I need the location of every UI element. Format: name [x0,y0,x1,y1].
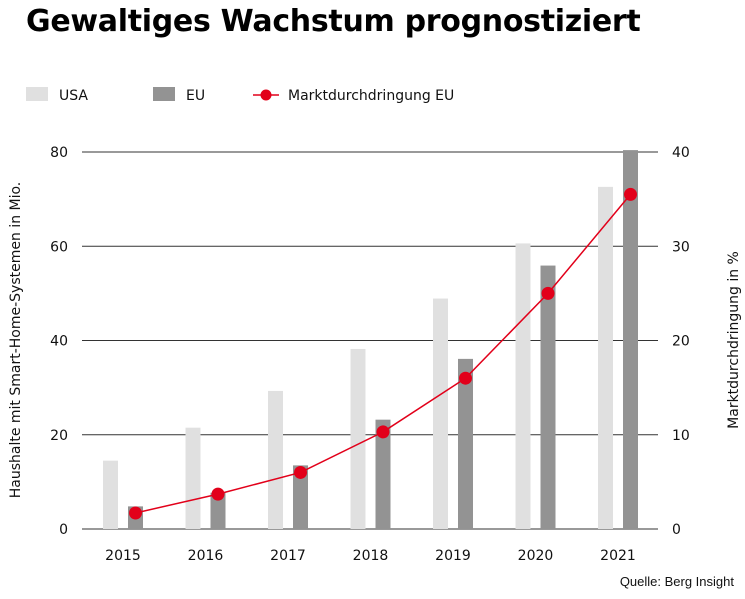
y-tick-label: 20 [50,428,68,444]
bar-usa-2020 [515,243,531,530]
penetration-point-2021 [624,187,637,201]
legend-label-usa: USA [59,88,88,104]
penetration-point-2016 [211,487,225,501]
y2-tick-label: 40 [672,145,690,161]
x-tick-label: 2019 [435,548,471,564]
bar-usa-2016 [185,427,201,529]
bar-eu-2021 [623,150,638,530]
legend-label-penetration: Marktdurchdringung EU [288,88,454,104]
bar-eu-2018 [375,419,391,529]
legend-swatch-eu [153,87,175,101]
y-tick-label: 60 [50,239,68,255]
penetration-point-2019 [459,371,472,385]
y-axis-title: Haushalte mit Smart-Home-Systemen in Mio… [8,182,24,499]
source-label: Quelle: Berg Insight [620,574,735,589]
x-tick-label: 2021 [600,548,636,564]
bar-eu-2016 [210,492,226,529]
penetration-point-2020 [541,286,555,300]
x-tick-label: 2018 [353,548,389,564]
y2-tick-label: 0 [672,522,681,538]
x-tick-label: 2020 [518,548,554,564]
y2-tick-label: 20 [672,334,690,350]
x-tick-label: 2015 [105,548,141,564]
x-tick-label: 2017 [270,548,306,564]
bar-usa-2019 [433,298,448,529]
bar-eu-2017 [293,465,308,529]
legend-marker-penetration [260,89,272,101]
legend-label-eu: EU [186,88,205,104]
bar-eu-2019 [458,358,473,529]
y-tick-label: 80 [50,145,68,161]
y-tick-label: 0 [59,522,68,538]
y2-tick-label: 10 [672,428,690,444]
bar-eu-2020 [540,265,556,529]
bar-usa-2017 [268,390,283,529]
y-tick-label: 40 [50,334,68,350]
penetration-point-2018 [376,425,390,439]
bar-usa-2015 [103,460,118,529]
y2-tick-label: 30 [672,239,690,255]
bar-usa-2018 [350,348,366,529]
penetration-point-2015 [129,506,142,520]
y2-axis-title: Marktdurchdringung in % [726,251,742,429]
bar-usa-2021 [598,186,613,529]
page-title: Gewaltiges Wachstum prognostiziert [26,4,641,39]
legend-swatch-usa [26,87,48,101]
x-tick-label: 2016 [188,548,224,564]
penetration-point-2017 [294,465,307,479]
